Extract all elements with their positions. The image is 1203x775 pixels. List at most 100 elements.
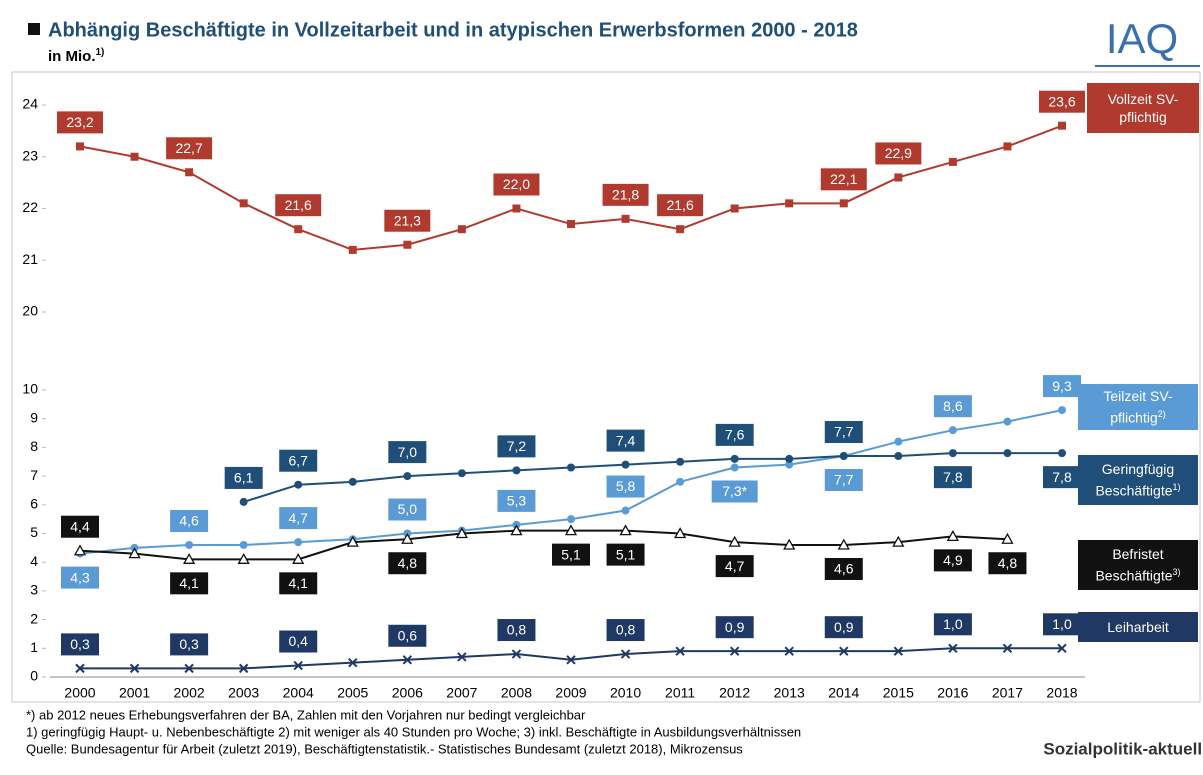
point	[894, 173, 903, 182]
series-line	[80, 647, 1062, 670]
value-label: 0,9	[834, 619, 854, 635]
x-tick-label: 2006	[392, 685, 423, 701]
footnote: Quelle: Bundesagentur für Arbeit (zuletz…	[26, 741, 743, 756]
value-label: 5,1	[616, 546, 636, 562]
point	[184, 663, 194, 674]
value-label-box	[824, 421, 863, 444]
point	[946, 530, 959, 542]
y-tick-label: 9	[30, 409, 38, 425]
y-tick-label: 20	[22, 303, 38, 319]
value-label: 22,1	[830, 171, 857, 187]
point	[294, 538, 303, 547]
point	[346, 535, 359, 547]
value-label-box	[170, 572, 209, 595]
point	[729, 646, 740, 656]
point	[674, 527, 687, 539]
value-label: 4,7	[725, 558, 745, 574]
x-tick-label: 2016	[937, 685, 968, 701]
value-label-box	[933, 613, 972, 636]
series-line	[243, 452, 1062, 503]
value-label: 22,7	[175, 140, 202, 156]
point	[1001, 532, 1014, 544]
point	[237, 552, 250, 564]
x-tick-label: 2013	[774, 685, 805, 701]
value-label: 0,9	[725, 619, 745, 635]
frame	[11, 71, 1201, 703]
point	[455, 527, 468, 539]
x-tick-label: 2009	[555, 685, 586, 701]
point	[566, 655, 576, 665]
point	[730, 454, 739, 463]
x-tick-label: 2017	[992, 685, 1023, 701]
value-label-box	[933, 466, 972, 489]
point	[1058, 406, 1066, 415]
value-label-box	[602, 183, 649, 206]
legend-label: Teilzeit SV-pflichtig	[1103, 388, 1173, 426]
value-label: 4,1	[179, 575, 199, 591]
legend-entry: Befristet Beschäftigte3)	[1078, 540, 1198, 590]
y-tick-label: 23	[22, 147, 38, 163]
point	[1003, 142, 1012, 151]
x-tick-label: 2001	[119, 685, 150, 701]
value-label: 4,1	[288, 575, 308, 591]
point	[619, 524, 632, 536]
value-label: 4,9	[943, 552, 963, 568]
x-tick-label: 2002	[174, 685, 205, 701]
legend-note: 2)	[1157, 409, 1166, 420]
point	[76, 142, 84, 151]
point	[1058, 449, 1066, 458]
point	[730, 204, 739, 213]
point	[75, 663, 85, 674]
point	[839, 199, 848, 208]
point	[183, 552, 196, 564]
value-label: 0,3	[179, 636, 199, 652]
value-label-box	[875, 142, 922, 165]
point	[567, 220, 575, 229]
point	[785, 454, 794, 463]
legend-note: 1)	[1172, 482, 1181, 493]
y-tick-label: 7	[30, 467, 38, 483]
subtitle-note: 1)	[96, 47, 105, 58]
x-tick-label: 2011	[665, 685, 695, 701]
value-label: 7,0	[398, 444, 418, 460]
value-label: 6,7	[288, 452, 308, 468]
value-label: 22,0	[503, 176, 530, 192]
value-label: 7,4	[616, 432, 636, 448]
value-label-box	[820, 168, 867, 191]
value-label: 21,6	[285, 197, 312, 213]
y-tick-label: 3	[30, 582, 38, 598]
subtitle: in Mio.1)	[48, 47, 104, 65]
value-label-box	[824, 557, 863, 580]
legend-text: Vollzeit SV-pflichtig	[1093, 90, 1193, 126]
value-label: 4,6	[834, 561, 854, 577]
value-label-box	[552, 543, 590, 566]
value-label: 1,0	[1052, 616, 1072, 632]
x-tick-label: 2008	[501, 685, 532, 701]
point	[294, 225, 303, 234]
point	[620, 649, 631, 659]
point	[621, 460, 630, 469]
point	[621, 506, 630, 515]
x-tick-label: 2000	[64, 685, 95, 701]
y-tick-label: 21	[22, 251, 38, 267]
value-label-box	[1039, 90, 1085, 113]
series-line	[79, 529, 1008, 561]
value-label: 7,8	[943, 469, 963, 485]
point	[1057, 643, 1067, 654]
point	[294, 480, 303, 489]
point	[293, 660, 303, 671]
y-tick-label: 8	[30, 438, 38, 454]
y-tick-label: 1	[30, 639, 38, 655]
legend-text: Leiharbeit	[1107, 618, 1169, 636]
value-label-box	[384, 209, 431, 232]
point	[948, 449, 957, 458]
point	[403, 472, 412, 481]
point	[621, 214, 630, 223]
value-label: 5,0	[398, 501, 418, 517]
point	[403, 240, 412, 249]
value-label: 5,8	[616, 478, 636, 494]
value-label: 21,8	[612, 187, 639, 203]
point	[676, 225, 685, 234]
value-label-box	[715, 616, 754, 639]
value-label-box	[715, 555, 754, 578]
